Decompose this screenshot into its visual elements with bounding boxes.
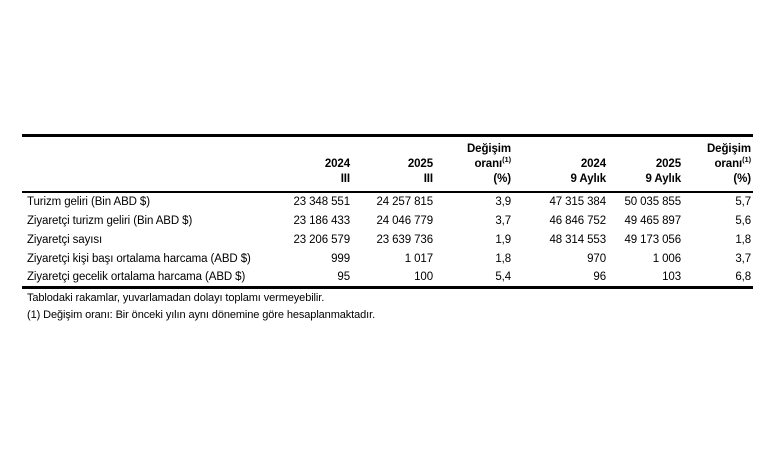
- row-label: Turizm geliri (Bin ABD $): [27, 196, 150, 208]
- cell-value: 24 046 779: [376, 214, 433, 227]
- table-body: Turizm geliri (Bin ABD $) 23 348 551 24 …: [22, 192, 753, 287]
- cell-value: 1 017: [404, 252, 433, 265]
- row-label: Ziyaretçi turizm geliri (Bin ABD $): [27, 214, 193, 227]
- cell-value: 3,9: [495, 196, 511, 208]
- cell-value: 50 035 855: [624, 196, 681, 208]
- cell-value: 95: [337, 270, 350, 283]
- header-2025-9month: 2025 9 Aylık: [608, 135, 683, 193]
- cell-value: 23 348 551: [293, 196, 350, 208]
- cell-value: 49 465 897: [624, 214, 681, 227]
- footnote-marker: (1): [742, 155, 751, 165]
- table-row-visitor-count: Ziyaretçi sayısı 23 206 579 23 639 736 1…: [22, 230, 753, 249]
- cell-value: 1 006: [652, 252, 681, 265]
- header-change-line1: Değişim: [706, 143, 751, 155]
- footnote-change-rate-definition: (1) Değişim oranı: Bir önceki yılın aynı…: [27, 309, 376, 321]
- cell-value: 3,7: [495, 214, 511, 227]
- header-year: 2024: [324, 158, 350, 170]
- cell-value: 5,6: [735, 214, 751, 227]
- footnote-rounding: Tablodaki rakamlar, yuvarlamadan dolayı …: [27, 292, 325, 304]
- header-period: III: [340, 173, 350, 185]
- cell-value: 1,9: [495, 233, 511, 246]
- cell-value: 49 173 056: [624, 233, 681, 246]
- table-row-visitor-tourism-income: Ziyaretçi turizm geliri (Bin ABD $) 23 1…: [22, 211, 753, 230]
- table-header: 2024 III 2025 III Değişim oranı(1) (%) 2…: [22, 135, 753, 193]
- cell-value: 999: [331, 252, 350, 265]
- header-period: 9 Aylık: [570, 173, 606, 185]
- cell-value: 1,8: [735, 233, 751, 246]
- header-change-line2: oranı(1): [683, 155, 752, 172]
- cell-value: 48 314 553: [549, 233, 606, 246]
- header-percent-sign: (%): [493, 173, 511, 185]
- cell-value: 5,4: [495, 270, 511, 283]
- row-label: Ziyaretçi kişi başı ortalama harcama (AB…: [27, 252, 251, 265]
- row-label: Ziyaretçi gecelik ortalama harcama (ABD …: [27, 270, 246, 283]
- header-change-line1: Değişim: [466, 143, 511, 155]
- cell-value: 23 206 579: [293, 233, 350, 246]
- row-label: Ziyaretçi sayısı: [27, 233, 103, 246]
- header-change-rate-9month: Değişim oranı(1) (%): [683, 135, 753, 193]
- header-2024-q3: 2024 III: [267, 135, 352, 193]
- cell-value: 23 186 433: [293, 214, 350, 227]
- header-year: 2024: [580, 158, 606, 170]
- cell-value: 1,8: [495, 252, 511, 265]
- header-change-rate-quarter: Değişim oranı(1) (%): [435, 135, 513, 193]
- table-row-tourism-income: Turizm geliri (Bin ABD $) 23 348 551 24 …: [22, 192, 753, 211]
- footnotes: Tablodaki rakamlar, yuvarlamadan dolayı …: [27, 290, 727, 324]
- header-year: 2025: [407, 158, 433, 170]
- cell-value: 96: [593, 270, 606, 283]
- cell-value: 103: [662, 270, 681, 283]
- footnote-marker: (1): [502, 155, 511, 165]
- header-percent-sign: (%): [733, 173, 751, 185]
- cell-value: 100: [414, 270, 433, 283]
- tourism-statistics-table: 2024 III 2025 III Değişim oranı(1) (%) 2…: [22, 134, 753, 289]
- header-2024-9month: 2024 9 Aylık: [513, 135, 608, 193]
- cell-value: 3,7: [735, 252, 751, 265]
- header-2025-q3: 2025 III: [352, 135, 435, 193]
- header-change-word: oranı: [714, 158, 743, 170]
- header-empty-cell: [22, 135, 267, 193]
- header-change-word: oranı: [474, 158, 503, 170]
- header-period: III: [423, 173, 433, 185]
- cell-value: 5,7: [735, 196, 751, 208]
- cell-value: 970: [587, 252, 606, 265]
- cell-value: 6,8: [735, 270, 751, 283]
- cell-value: 23 639 736: [376, 233, 433, 246]
- header-row: 2024 III 2025 III Değişim oranı(1) (%) 2…: [22, 135, 753, 193]
- cell-value: 46 846 752: [549, 214, 606, 227]
- cell-value: 47 315 384: [549, 196, 606, 208]
- header-change-line2: oranı(1): [435, 155, 512, 172]
- statistics-table-wrap: 2024 III 2025 III Değişim oranı(1) (%) 2…: [22, 134, 753, 289]
- table-row-avg-spending-per-capita: Ziyaretçi kişi başı ortalama harcama (AB…: [22, 249, 753, 268]
- cell-value: 24 257 815: [376, 196, 433, 208]
- header-year: 2025: [655, 158, 681, 170]
- header-period: 9 Aylık: [645, 173, 681, 185]
- table-row-avg-spending-per-night: Ziyaretçi gecelik ortalama harcama (ABD …: [22, 268, 753, 287]
